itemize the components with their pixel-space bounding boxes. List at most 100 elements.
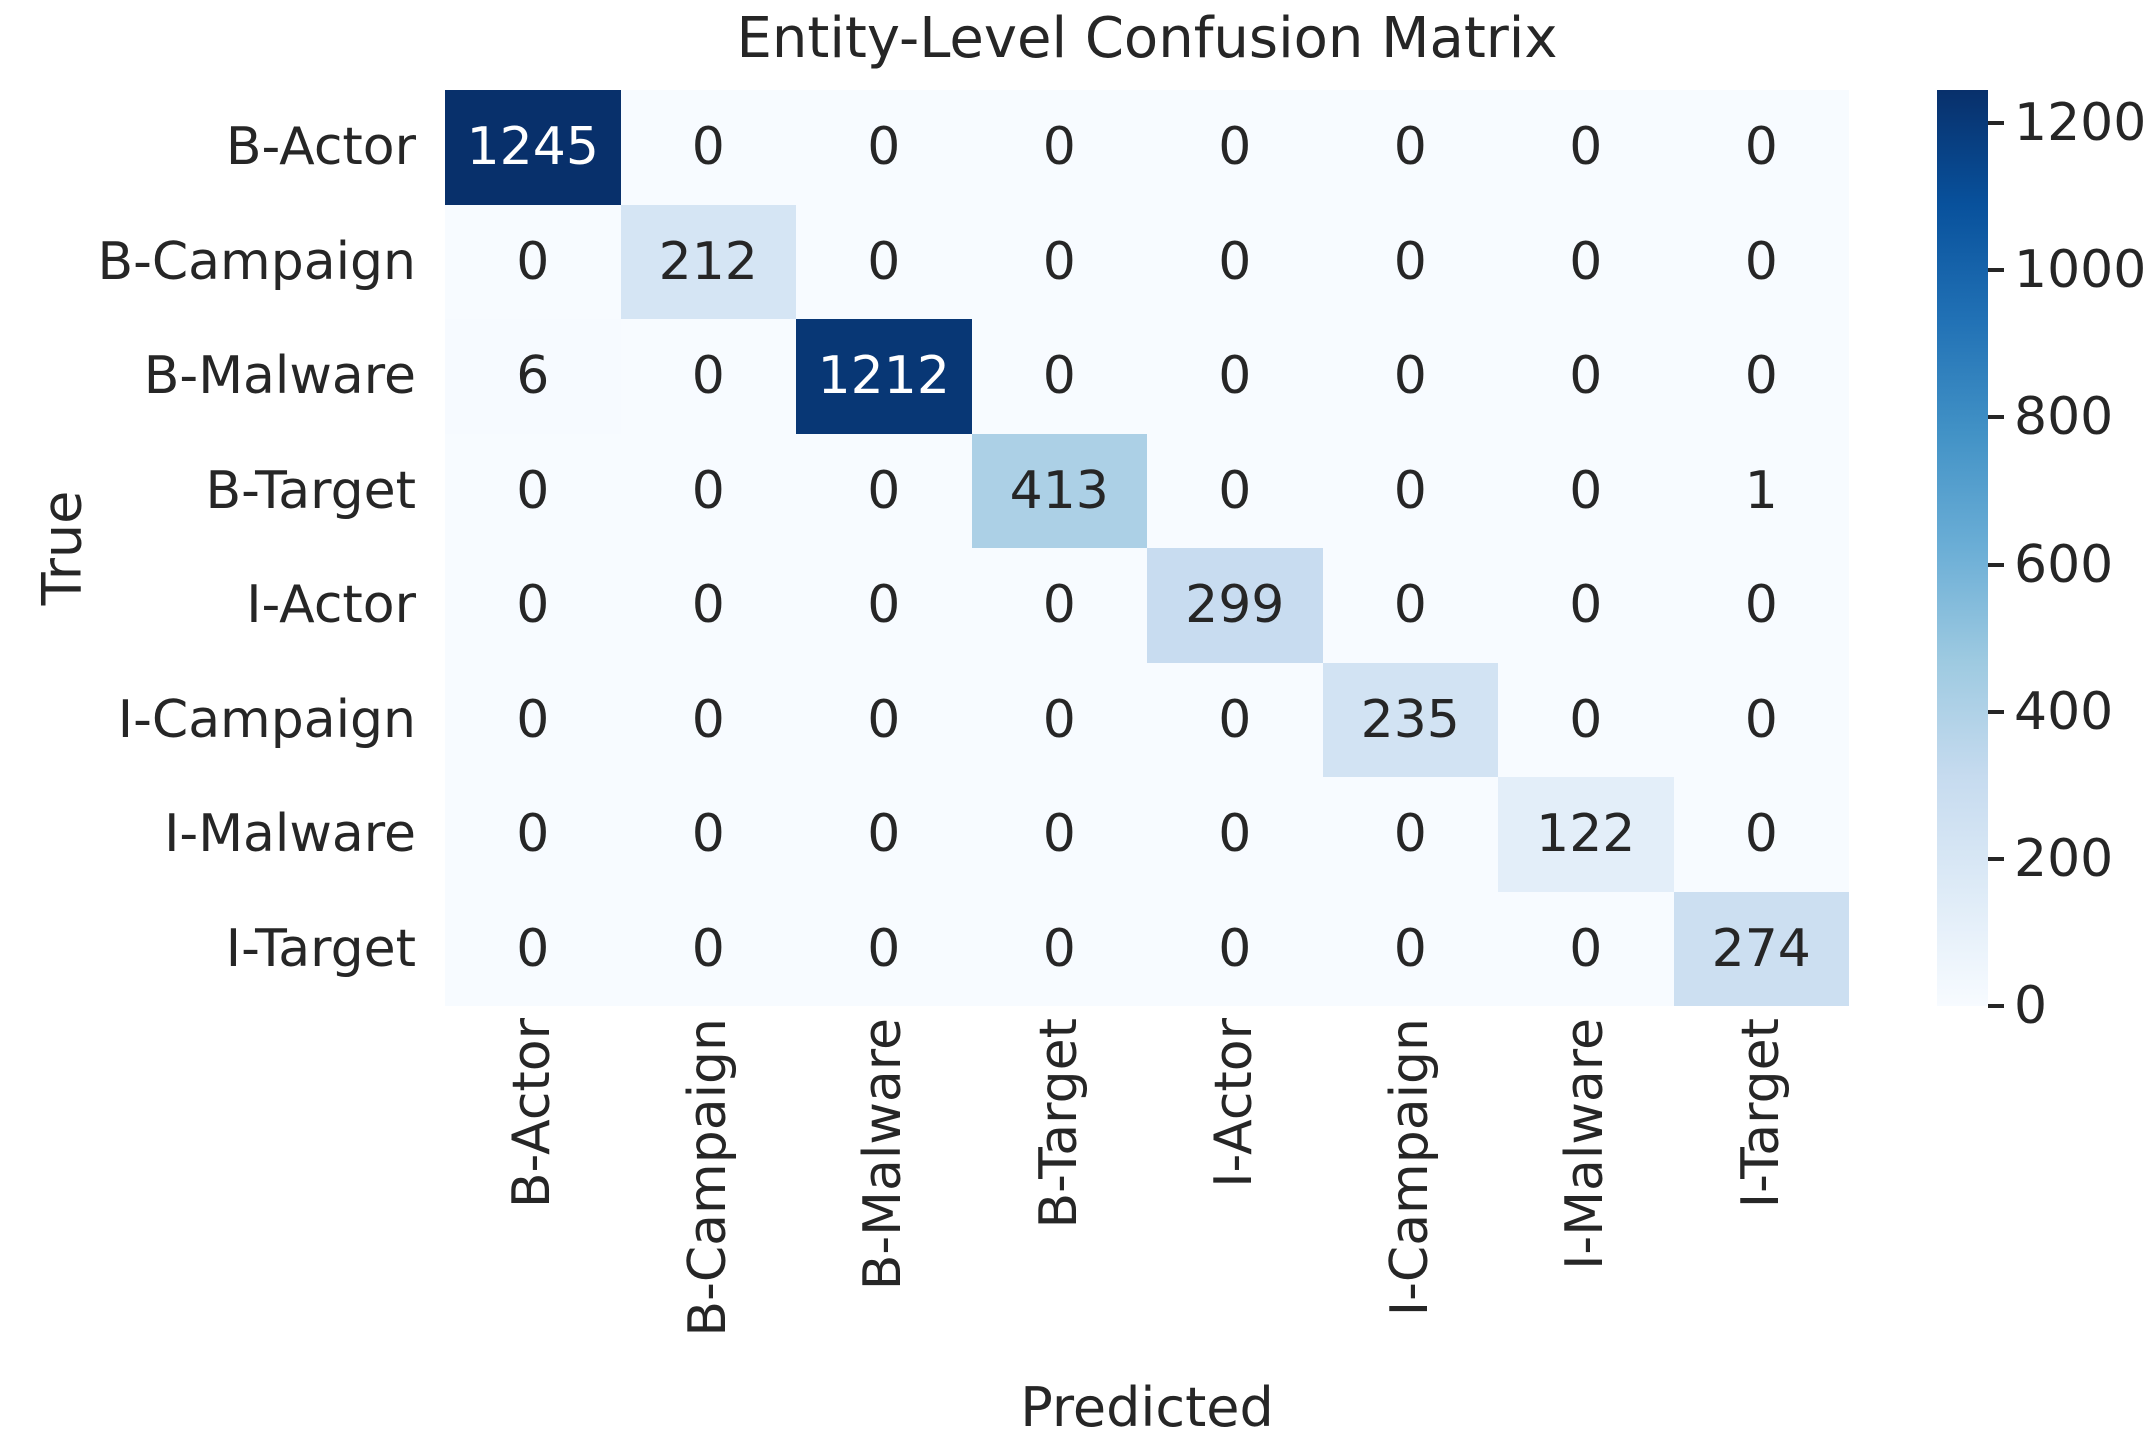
x-tick-label-text: I-Campaign xyxy=(1379,1018,1440,1317)
y-tick-label: I-Campaign xyxy=(117,689,416,750)
x-tick-label: I-Malware xyxy=(1498,1018,1674,1363)
heatmap-cell: 0 xyxy=(1147,777,1323,892)
heatmap-cell: 0 xyxy=(1322,777,1498,892)
heatmap-cell: 0 xyxy=(445,777,621,892)
y-tick-label: I-Actor xyxy=(246,575,416,636)
colorbar-tick-label: 200 xyxy=(2014,828,2114,889)
colorbar-tick-label: 600 xyxy=(2014,534,2114,595)
heatmap-cell: 0 xyxy=(1322,319,1498,434)
heatmap-cell: 0 xyxy=(1673,548,1849,663)
x-tick-label-text: B-Campaign xyxy=(677,1018,738,1337)
heatmap-cell: 0 xyxy=(620,662,796,777)
colorbar-tick-mark xyxy=(1988,562,2004,567)
y-tick-label: B-Target xyxy=(205,460,416,521)
x-tick-label-text: B-Malware xyxy=(853,1018,914,1291)
chart-title: Entity-Level Confusion Matrix xyxy=(736,6,1558,71)
y-tick-labels: B-Actor B-Campaign B-Malware B-Target I-Acto… xyxy=(0,90,432,1006)
colorbar-tick-mark xyxy=(1988,415,2004,420)
heatmap-cell: 0 xyxy=(445,662,621,777)
y-tick-label: B-Actor xyxy=(225,117,416,178)
heatmap-cell: 0 xyxy=(1147,662,1323,777)
heatmap-cell: 0 xyxy=(796,204,972,319)
heatmap-cell: 0 xyxy=(796,548,972,663)
heatmap-cell: 0 xyxy=(971,90,1147,205)
heatmap-cell: 0 xyxy=(445,433,621,548)
heatmap-cell: 0 xyxy=(620,90,796,205)
x-tick-labels: B-Actor B-Campaign B-Malware B-Target I-Acto… xyxy=(445,1018,1849,1363)
heatmap-cell: 0 xyxy=(1498,90,1674,205)
colorbar xyxy=(1937,90,1988,1006)
heatmap-cell: 0 xyxy=(1673,204,1849,319)
heatmap-cell: 0 xyxy=(1498,891,1674,1006)
heatmap-cell: 0 xyxy=(1498,433,1674,548)
heatmap-cell: 0 xyxy=(796,433,972,548)
heatmap-cell: 0 xyxy=(796,90,972,205)
heatmap-cell: 0 xyxy=(1147,204,1323,319)
x-tick-label: I-Campaign xyxy=(1323,1018,1499,1363)
colorbar-tick-label: 400 xyxy=(2014,681,2114,742)
x-tick-label-text: I-Target xyxy=(1730,1018,1791,1209)
x-tick-label-text: I-Malware xyxy=(1555,1018,1616,1270)
y-tick-label: B-Campaign xyxy=(97,231,416,292)
heatmap-cell: 1245 xyxy=(445,90,621,205)
heatmap-cell: 274 xyxy=(1673,891,1849,1006)
heatmap-cell: 0 xyxy=(971,662,1147,777)
x-tick-label-text: B-Actor xyxy=(502,1018,563,1209)
heatmap-cell: 0 xyxy=(620,891,796,1006)
colorbar-tick-label: 0 xyxy=(2014,976,2048,1036)
x-tick-label-text: B-Target xyxy=(1028,1018,1089,1229)
heatmap-cell: 0 xyxy=(1498,662,1674,777)
heatmap-cell: 0 xyxy=(1498,319,1674,434)
heatmap-cell: 1 xyxy=(1673,433,1849,548)
heatmap-cell: 0 xyxy=(796,662,972,777)
heatmap-cell: 0 xyxy=(796,891,972,1006)
heatmap-cell: 122 xyxy=(1498,777,1674,892)
x-tick-label: B-Malware xyxy=(796,1018,972,1363)
heatmap-cell: 0 xyxy=(971,891,1147,1006)
heatmap-cell: 0 xyxy=(1673,90,1849,205)
heatmap-cell: 0 xyxy=(620,777,796,892)
x-tick-label: B-Target xyxy=(972,1018,1148,1363)
colorbar-tick-label: 1200 xyxy=(2014,93,2145,154)
heatmap-cell: 0 xyxy=(1498,548,1674,663)
colorbar-tick-mark xyxy=(1988,268,2004,273)
heatmap-cell: 0 xyxy=(445,204,621,319)
colorbar-tick-mark xyxy=(1988,1004,2004,1008)
heatmap-cell: 0 xyxy=(1673,777,1849,892)
colorbar-tick-label: 1000 xyxy=(2014,240,2145,301)
heatmap-cell: 235 xyxy=(1322,662,1498,777)
x-tick-label: B-Campaign xyxy=(621,1018,797,1363)
heatmap-cell: 0 xyxy=(1147,319,1323,434)
heatmap-cell: 0 xyxy=(1322,891,1498,1006)
heatmap-cell: 0 xyxy=(1147,433,1323,548)
heatmap-cell: 0 xyxy=(1322,204,1498,319)
heatmap-cell: 0 xyxy=(1147,891,1323,1006)
heatmap-cell: 0 xyxy=(1322,548,1498,663)
colorbar-tick-label: 800 xyxy=(2014,387,2114,448)
x-tick-label: B-Actor xyxy=(445,1018,621,1363)
heatmap-cell: 0 xyxy=(796,777,972,892)
heatmap-cell: 0 xyxy=(1498,204,1674,319)
heatmap-cell: 1212 xyxy=(796,319,972,434)
heatmap-cell: 413 xyxy=(971,433,1147,548)
heatmap-cell: 0 xyxy=(620,433,796,548)
heatmap-cell: 0 xyxy=(1322,433,1498,548)
heatmap-cell: 0 xyxy=(1673,319,1849,434)
colorbar-tick-mark xyxy=(1988,121,2004,126)
x-axis-label: Predicted xyxy=(1020,1376,1274,1439)
heatmap-cell: 0 xyxy=(445,548,621,663)
y-tick-label: I-Target xyxy=(225,918,416,979)
x-tick-label-text: I-Actor xyxy=(1204,1018,1265,1188)
colorbar-tick-mark xyxy=(1988,856,2004,861)
heatmap-cell: 212 xyxy=(620,204,796,319)
heatmap-cell: 0 xyxy=(445,891,621,1006)
x-tick-label: I-Actor xyxy=(1147,1018,1323,1363)
y-tick-label: I-Malware xyxy=(164,804,416,865)
heatmap-grid: 1245 0 0 0 0 0 0 0 0 212 0 0 0 0 0 0 6 0 1212 0 0 0 0 0 0 0 0 413 0 0… xyxy=(445,90,1849,1006)
heatmap-cell: 0 xyxy=(620,319,796,434)
heatmap-cell: 299 xyxy=(1147,548,1323,663)
heatmap-cell: 0 xyxy=(1673,662,1849,777)
heatmap-cell: 0 xyxy=(620,548,796,663)
y-tick-label: B-Malware xyxy=(143,346,416,407)
